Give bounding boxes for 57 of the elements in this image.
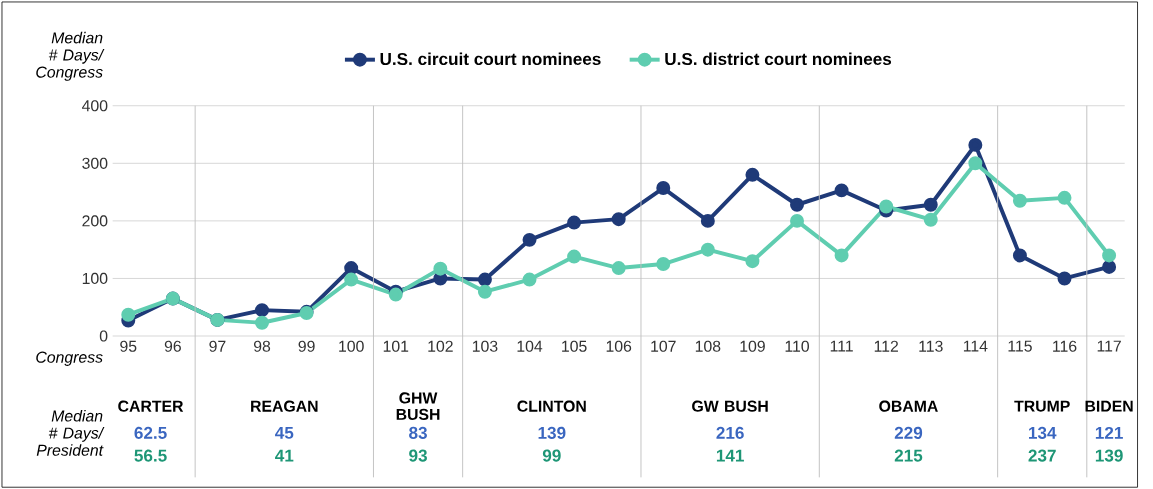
x-tick-label: 100 [339,340,364,352]
legend-label: U.S. district court nominees [665,52,892,65]
text: OBAMA [879,400,938,412]
x-tick-label: 110 [785,340,809,352]
x-tick-label: 112 [874,340,898,352]
text: 139 [538,426,566,439]
text: GHW BUSH [396,392,440,420]
x-tick-label: 101 [383,340,409,352]
text: BIDEN [1085,400,1133,412]
y-axis-title: Median # Days/ Congress [36,31,105,81]
x-tick-label: 116 [1053,340,1077,352]
text: CLINTON [517,400,586,412]
x-tick-label: 106 [606,340,632,352]
x-axis-title: Congress [36,351,103,366]
text: 93 [409,449,427,462]
y-tick-label: 200 [82,215,108,227]
x-tick-label: 114 [963,340,988,352]
text: 134 [1029,426,1057,439]
x-tick-label: 99 [298,340,315,352]
text: 216 [716,426,744,439]
x-tick-label: 105 [562,340,587,352]
legend-label: U.S. circuit court nominees [380,52,601,65]
x-tick-label: 103 [472,340,498,352]
x-tick-label: 113 [919,340,943,352]
text: 229 [894,426,923,439]
y-tick-label: 100 [82,272,108,284]
x-tick-label: 111 [830,340,853,352]
x-tick-label: 117 [1097,340,1121,352]
text: TRUMP [1014,400,1070,412]
text: 215 [894,449,923,462]
text: 62.5 [134,426,167,439]
y-tick-label: 400 [82,100,108,112]
text: 121 [1095,426,1123,439]
x-tick-label: 115 [1008,340,1032,352]
text: 41 [275,449,294,462]
y-tick-label: 300 [82,157,108,169]
text: 141 [716,449,744,462]
text: CARTER [118,400,184,412]
text: 45 [275,426,294,439]
y-tick-label: 0 [99,330,108,342]
text: 56.5 [134,449,167,462]
text: GW BUSH [692,400,768,412]
x-tick-label: 109 [740,340,765,352]
x-tick-label: 108 [695,340,721,352]
text: REAGAN [251,400,318,412]
text: 83 [409,426,427,439]
x-tick-label: 97 [209,340,226,352]
x-tick-label: 107 [651,340,676,352]
x-tick-label: 102 [428,340,453,352]
x-tick-label: 98 [253,340,271,352]
text: 237 [1028,449,1056,462]
text: Median # Days/ President [36,409,105,456]
text: 99 [542,449,561,462]
text: 139 [1095,449,1123,462]
x-tick-label: 95 [120,340,137,352]
x-tick-label: 104 [517,340,543,352]
x-tick-label: 96 [164,340,181,352]
